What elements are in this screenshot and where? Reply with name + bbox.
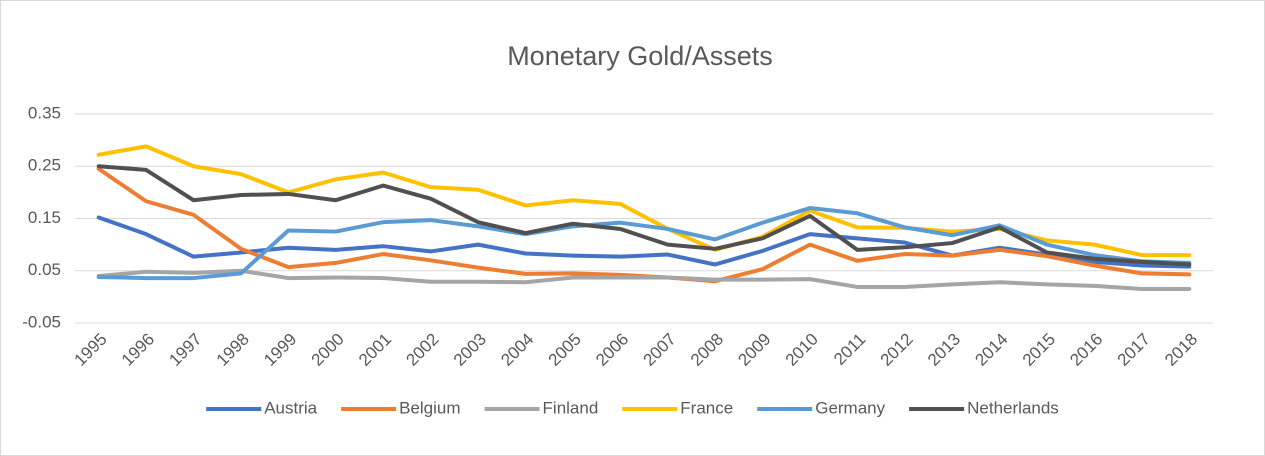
legend-label: Germany (815, 398, 885, 417)
series-line (96, 268, 1192, 292)
y-tick-label: 0.35 (28, 103, 61, 122)
y-tick-label: -0.05 (22, 312, 61, 331)
series-line (96, 164, 1192, 267)
legend-label: Netherlands (967, 398, 1059, 417)
legend-label: Belgium (399, 398, 460, 417)
legend-label: Finland (543, 398, 599, 417)
series-line (96, 206, 1192, 281)
legend-label: France (680, 398, 733, 417)
legend-label: Austria (264, 398, 317, 417)
y-tick-label: 0.05 (28, 260, 61, 279)
y-tick-label: 0.25 (28, 156, 61, 175)
y-tick-label: 0.15 (28, 208, 61, 227)
chart-title: Monetary Gold/Assets (507, 41, 773, 71)
legend: Austria Belgium Finland France Germany Nether… (206, 398, 1059, 417)
